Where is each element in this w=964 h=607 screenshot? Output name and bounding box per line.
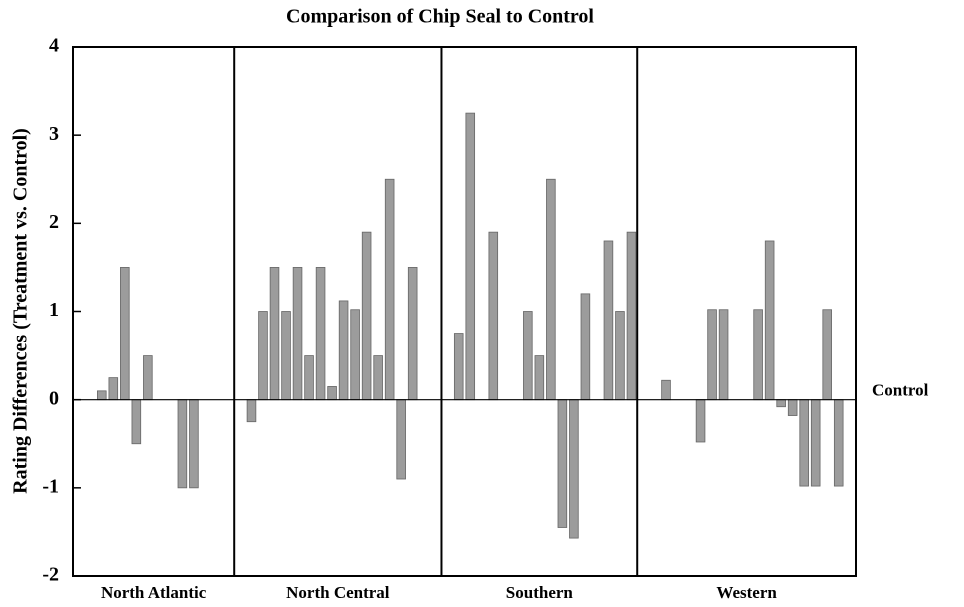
- bar: [695, 399, 706, 443]
- y-tick-label: 2: [49, 211, 59, 233]
- bar: [799, 399, 809, 487]
- bar: [488, 231, 499, 401]
- annotation: Control: [872, 381, 929, 400]
- group-label: North Atlantic: [101, 583, 207, 602]
- bar: [384, 178, 395, 401]
- bar: [707, 309, 717, 401]
- bar: [258, 311, 268, 401]
- group-label: Western: [716, 583, 777, 602]
- bar: [453, 333, 464, 401]
- y-axis-label: Rating Differences (Treatment vs. Contro…: [10, 128, 32, 494]
- y-tick-label: 0: [49, 387, 59, 409]
- bar: [304, 355, 314, 401]
- bar: [833, 399, 844, 487]
- bar: [281, 311, 291, 401]
- bar: [327, 386, 337, 401]
- bar: [396, 399, 406, 480]
- bar: [361, 231, 372, 401]
- bar: [776, 399, 786, 408]
- bar: [615, 311, 625, 401]
- y-tick-label: 3: [49, 123, 59, 145]
- plot-frame: [72, 46, 857, 577]
- bar: [764, 240, 775, 401]
- bar: [373, 355, 383, 401]
- bar: [603, 240, 614, 401]
- bar: [465, 112, 476, 401]
- bar: [810, 399, 821, 487]
- bar: [108, 377, 119, 401]
- group-label: North Central: [286, 583, 390, 602]
- y-tick-label: -2: [42, 564, 59, 586]
- y-tick-label: 4: [49, 35, 59, 57]
- bar: [350, 309, 360, 401]
- bar: [315, 267, 326, 401]
- bar: [718, 309, 729, 401]
- bar: [546, 178, 556, 401]
- bar: [787, 399, 798, 416]
- bar: [246, 399, 257, 423]
- bar: [120, 267, 130, 401]
- bar: [523, 311, 533, 401]
- bar: [143, 355, 153, 401]
- group-label: Southern: [506, 583, 574, 602]
- bar: [269, 267, 280, 401]
- bar: [407, 267, 418, 401]
- bar: [189, 399, 199, 489]
- bar: [580, 293, 591, 401]
- bar: [131, 399, 142, 445]
- bar: [177, 399, 188, 489]
- bar: [569, 399, 579, 539]
- bar: [753, 309, 763, 401]
- y-tick-label: -1: [42, 475, 59, 497]
- bar: [338, 300, 349, 401]
- bar: [97, 390, 107, 401]
- bar: [557, 399, 568, 528]
- bar: [292, 267, 303, 401]
- bar: [661, 379, 671, 401]
- bar: [626, 231, 637, 401]
- chart-title: Comparison of Chip Seal to Control: [286, 6, 594, 28]
- bar: [534, 355, 545, 401]
- y-tick-label: 1: [49, 299, 59, 321]
- bar: [822, 309, 832, 401]
